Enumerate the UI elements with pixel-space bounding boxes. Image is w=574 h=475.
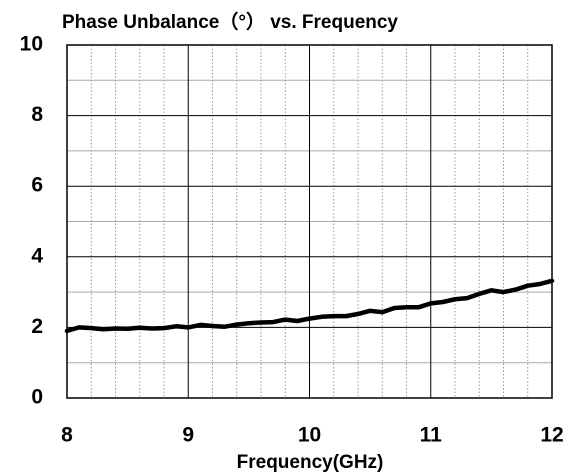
y-tick-label: 2 <box>31 315 43 338</box>
x-tick-label: 9 <box>182 424 194 447</box>
y-tick-label: 8 <box>31 103 43 126</box>
y-tick-label: 6 <box>31 174 43 197</box>
y-tick-label: 0 <box>31 386 43 409</box>
y-tick-label: 4 <box>31 244 43 267</box>
x-tick-label: 12 <box>540 424 563 447</box>
x-tick-label: 8 <box>61 424 73 447</box>
x-axis-label: Frequency(GHz) <box>237 452 384 473</box>
x-tick-label: 10 <box>298 424 321 447</box>
chart-title: Phase Unbalance（°） vs. Frequency <box>62 10 398 33</box>
y-tick-label: 10 <box>20 33 43 56</box>
x-tick-label: 11 <box>420 424 443 447</box>
data-line <box>64 278 555 334</box>
plot-frame <box>66 44 553 399</box>
